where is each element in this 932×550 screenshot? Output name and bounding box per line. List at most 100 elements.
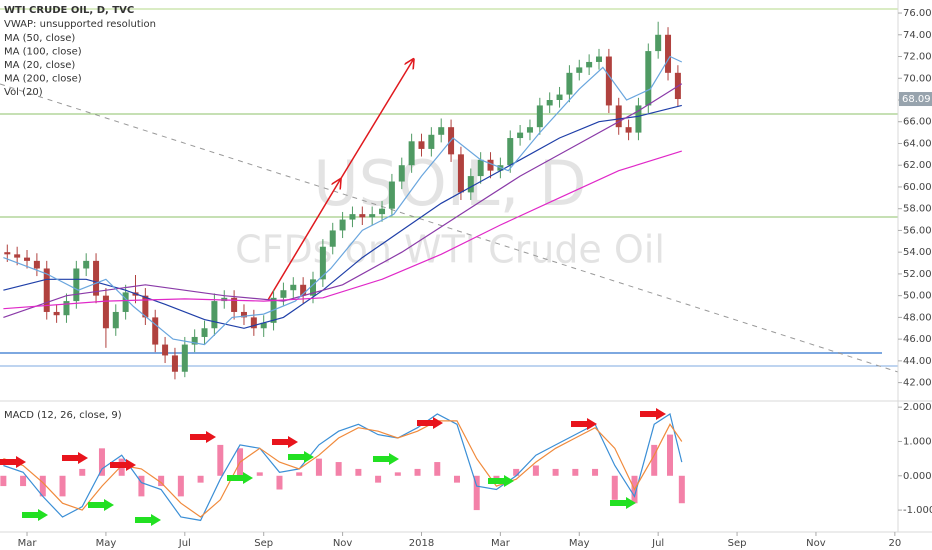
candle-body	[625, 127, 632, 133]
last-price-label: 68.09	[902, 94, 931, 105]
legend-item: MA (50, close)	[4, 33, 75, 44]
x-tick-label: Mar	[491, 538, 511, 549]
arrow	[339, 60, 413, 181]
histogram-bar	[177, 475, 184, 497]
candle-body	[566, 72, 573, 95]
x-tick-label: 2018	[409, 538, 434, 549]
macd-line	[3, 413, 683, 522]
y-tick-label: 50.00	[903, 291, 932, 302]
y-tick-label: 42.00	[903, 378, 932, 389]
candle-body	[310, 279, 317, 296]
y-tick-label: 66.00	[903, 117, 932, 128]
candle-body	[93, 260, 100, 296]
candle-body	[231, 297, 238, 312]
y-tick-label: 46.00	[903, 334, 932, 345]
histogram-bar	[256, 472, 263, 476]
histogram-bar	[651, 444, 658, 476]
arrow	[267, 180, 340, 301]
candle-body	[24, 257, 31, 261]
y-tick-label: 0.0000	[903, 471, 932, 482]
drawings	[0, 8, 899, 373]
candle-body	[467, 176, 474, 193]
x-tick-label: Mar	[18, 538, 38, 549]
candle-body	[191, 336, 198, 345]
plot	[0, 21, 685, 522]
histogram-bar	[335, 462, 342, 476]
candle-body	[517, 132, 524, 139]
histogram-bar	[552, 468, 559, 476]
x-tick-label: Nov	[333, 538, 353, 549]
y-tick-label: 62.00	[903, 160, 932, 171]
candle-body	[112, 311, 119, 329]
candle-body	[14, 254, 21, 258]
candle-body	[329, 230, 336, 247]
histogram-bar	[572, 468, 579, 476]
histogram-bar	[59, 475, 66, 497]
candle-body	[369, 214, 376, 218]
candle-body	[162, 344, 169, 356]
histogram-bar	[513, 468, 520, 476]
candle-body	[655, 34, 662, 52]
candle-body	[418, 141, 425, 149]
candle-body	[122, 292, 129, 312]
x-tick-label: Jul	[178, 538, 191, 549]
histogram-bar	[98, 448, 105, 476]
y-tick-label: 2.0000	[903, 402, 932, 413]
candle-body	[526, 127, 533, 133]
y-tick-label: 72.00	[903, 52, 932, 63]
x-tick-label: Nov	[806, 538, 826, 549]
y-tick-label: 60.00	[903, 182, 932, 193]
candle-body	[33, 260, 40, 269]
y-tick-label: 70.00	[903, 73, 932, 84]
candle-body	[615, 105, 622, 128]
last-price-box	[899, 92, 932, 107]
candle-body	[73, 268, 80, 302]
histogram-bar	[611, 475, 618, 500]
histogram-bar	[0, 475, 7, 487]
candle-body	[319, 246, 326, 280]
candle-body	[605, 56, 612, 106]
histogram-bar	[217, 444, 224, 476]
legend: WTI CRUDE OIL, D, TVC VWAP: unsupported …	[4, 5, 156, 421]
histogram-bar	[355, 468, 362, 476]
candle-body	[102, 295, 109, 329]
y-tick-label: 76.00	[903, 8, 932, 19]
candle-body	[349, 214, 356, 220]
x-tick-label: Jul	[651, 538, 664, 549]
candle-body	[665, 34, 672, 73]
histogram-bar	[678, 475, 685, 504]
legend-item: MA (20, close)	[4, 60, 75, 71]
candle-body	[457, 154, 464, 193]
macd-title: MACD (12, 26, close, 9)	[4, 410, 122, 421]
candle-body	[201, 328, 208, 337]
y-tick-label: 52.00	[903, 269, 932, 280]
x-tick-label: May	[569, 538, 590, 549]
candle-body	[63, 301, 70, 316]
legend-item: MA (100, close)	[4, 47, 82, 58]
candle-body	[388, 181, 395, 209]
candle-body	[586, 61, 593, 68]
candle-body	[83, 260, 90, 269]
candle-body	[556, 94, 563, 100]
candle-body	[142, 295, 149, 318]
legend-item: VWAP: unsupported resolution	[4, 19, 156, 30]
histogram-bar	[394, 472, 401, 476]
histogram-bar	[158, 475, 165, 487]
candle-body	[645, 51, 652, 106]
candle-body	[428, 134, 435, 149]
y-tick-label: 1.0000	[903, 436, 932, 447]
histogram-bar	[197, 475, 204, 483]
histogram-bar	[414, 468, 421, 476]
watermark-symbol: USOIL, D	[313, 147, 587, 220]
moving-average	[3, 150, 682, 310]
candle-body	[290, 284, 297, 291]
x-tick-label: Sep	[728, 538, 747, 549]
candle-body	[211, 301, 218, 329]
histogram-bar	[138, 475, 145, 497]
y-tick-label: 58.00	[903, 204, 932, 215]
y-tick-label: 54.00	[903, 247, 932, 258]
macd-line	[3, 420, 683, 518]
y-tick-label: 74.00	[903, 30, 932, 41]
trend-line	[0, 83, 899, 373]
